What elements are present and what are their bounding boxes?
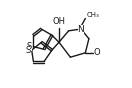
Text: OH: OH [52, 17, 65, 26]
Text: S: S [27, 42, 32, 51]
Text: CH₃: CH₃ [87, 12, 99, 18]
Text: O: O [94, 48, 100, 57]
Text: N: N [78, 25, 84, 34]
Text: S: S [25, 46, 30, 55]
